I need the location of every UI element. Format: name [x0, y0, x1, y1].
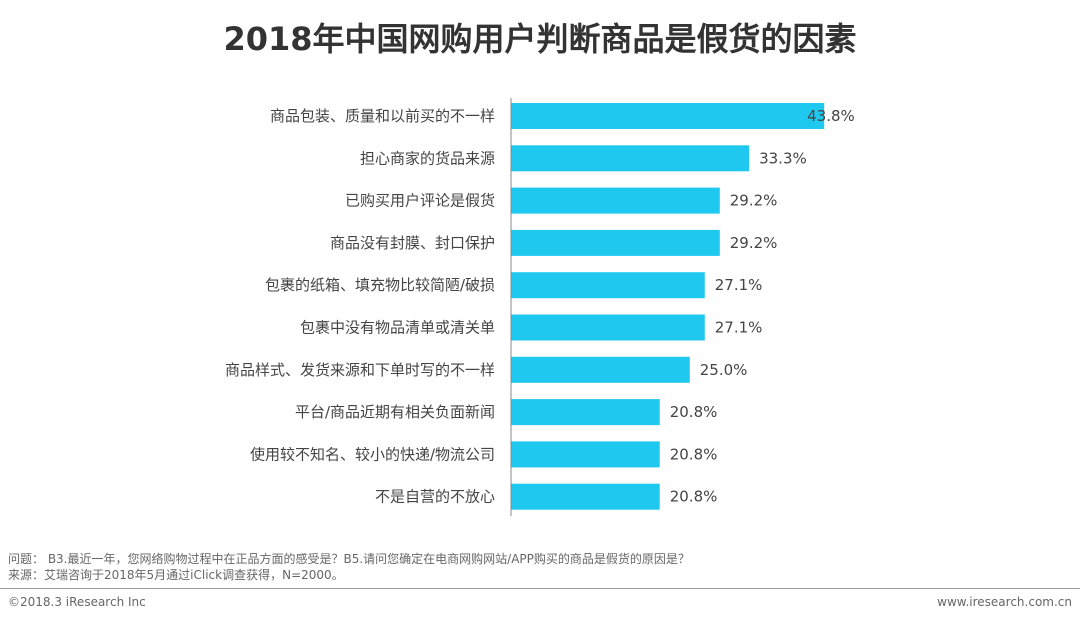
footer-divider [0, 588, 1080, 589]
copyright: ©2018.3 iResearch Inc [8, 595, 146, 609]
category-label: 包裹中没有物品清单或清关单 [300, 319, 495, 337]
website: www.iresearch.com.cn [937, 595, 1072, 609]
bar [511, 399, 660, 426]
bar [511, 483, 660, 510]
category-label: 包裹的纸箱、填充物比较简陋/破损 [265, 276, 495, 294]
category-label: 已购买用户评论是假货 [345, 192, 495, 210]
bar [511, 145, 750, 172]
bar [511, 441, 660, 468]
category-label: 商品样式、发货来源和下单时写的不一样 [225, 361, 495, 379]
value-label: 20.8% [670, 488, 718, 506]
survey-question: 问题： B3.最近一年，您网络购物过程中在正品方面的感受是？B5.请问您确定在电… [8, 552, 690, 566]
bar [511, 314, 705, 341]
value-label: 25.0% [700, 361, 748, 379]
value-label: 43.8% [807, 107, 855, 125]
bar [511, 103, 825, 129]
category-label: 商品包装、质量和以前买的不一样 [270, 107, 495, 125]
category-label: 使用较不知名、较小的快递/物流公司 [250, 445, 495, 463]
category-label: 不是自营的不放心 [375, 488, 495, 506]
data-source: 来源：艾瑞咨询于2018年5月通过iClick调查获得，N=2000。 [8, 568, 344, 582]
category-label: 平台/商品近期有相关负面新闻 [295, 403, 495, 421]
bar [511, 229, 720, 256]
bar [511, 272, 705, 299]
bar-chart: 商品包装、质量和以前买的不一样 43.8% 担心商家的货品来源 33.3% 已购买用户评… [225, 98, 855, 516]
value-label: 33.3% [759, 149, 807, 167]
value-label: 27.1% [715, 319, 763, 337]
value-label: 20.8% [670, 445, 718, 463]
value-label: 27.1% [715, 276, 763, 294]
category-label: 商品没有封膜、封口保护 [330, 234, 495, 252]
value-label: 20.8% [670, 403, 718, 421]
category-label: 担心商家的货品来源 [360, 149, 495, 167]
bar [511, 356, 690, 383]
value-label: 29.2% [730, 234, 778, 252]
bar [511, 187, 720, 214]
chart-title: 2018年中国网购用户判断商品是假货的因素 [223, 20, 857, 58]
value-label: 29.2% [730, 192, 778, 210]
